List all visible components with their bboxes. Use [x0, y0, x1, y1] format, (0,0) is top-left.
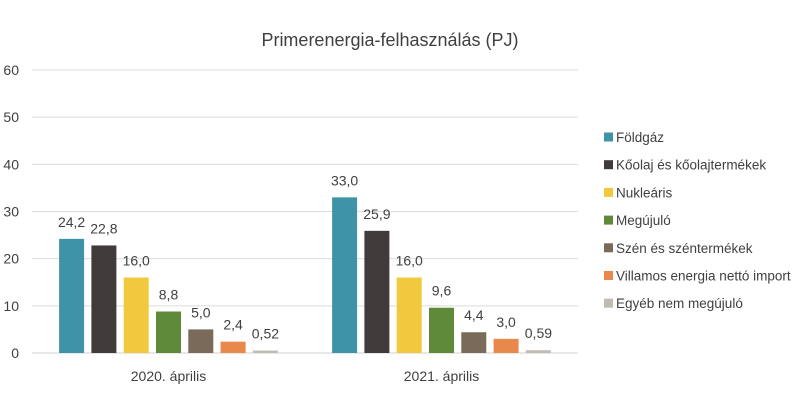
legend-label: Villamos energia nettó import	[616, 269, 791, 284]
data-label: 8,8	[159, 286, 179, 302]
bar	[332, 197, 358, 353]
legend-label: Megújuló	[616, 213, 671, 228]
bar	[188, 329, 214, 353]
legend-swatch	[604, 160, 613, 170]
bar	[156, 311, 181, 353]
data-label: 3,0	[496, 314, 516, 330]
legend-label: Nukleáris	[616, 185, 673, 200]
bar	[525, 350, 551, 353]
legend-label: Kőolaj és kőolajtermékek	[616, 158, 766, 173]
data-label: 24,2	[58, 214, 85, 230]
data-label: 25,9	[363, 206, 390, 222]
data-label: 33,0	[331, 172, 358, 188]
data-label: 0,59	[525, 325, 552, 341]
legend-swatch	[604, 298, 613, 308]
legend-swatch	[604, 187, 613, 197]
data-label: 2,4	[223, 317, 243, 333]
x-category-label: 2020. április	[131, 368, 207, 384]
bar	[59, 238, 85, 353]
legend-label: Egyéb nem megújuló	[616, 296, 743, 311]
x-category-label: 2021. április	[404, 368, 480, 384]
bar	[493, 338, 519, 353]
data-label: 16,0	[123, 253, 150, 269]
bar	[220, 341, 246, 353]
bar	[461, 332, 487, 353]
legend-label: Szén és széntermékek	[616, 241, 753, 256]
data-label: 0,52	[252, 326, 279, 342]
y-tick-label: 0	[11, 345, 19, 361]
y-tick-label: 30	[3, 204, 19, 220]
data-label: 16,0	[396, 253, 423, 269]
y-tick-label: 50	[3, 109, 19, 125]
legend-swatch	[604, 132, 613, 142]
legend-swatch	[604, 243, 613, 253]
bar	[123, 277, 149, 353]
y-tick-label: 40	[3, 156, 19, 172]
bar	[252, 350, 278, 353]
bar	[429, 307, 454, 353]
y-tick-label: 10	[3, 298, 19, 314]
legend-swatch	[604, 271, 613, 280]
bar	[364, 230, 390, 353]
legend-swatch	[604, 215, 613, 225]
data-label: 5,0	[191, 304, 211, 320]
chart-title: Primerenergia-felhasználás (PJ)	[261, 30, 518, 50]
data-label: 4,4	[464, 307, 484, 323]
y-tick-label: 20	[3, 251, 19, 267]
data-label: 9,6	[432, 283, 452, 299]
data-label: 22,8	[90, 220, 117, 236]
bar	[396, 277, 422, 353]
legend-label: Földgáz	[616, 130, 664, 145]
bar	[91, 245, 117, 353]
y-tick-label: 60	[3, 62, 19, 78]
